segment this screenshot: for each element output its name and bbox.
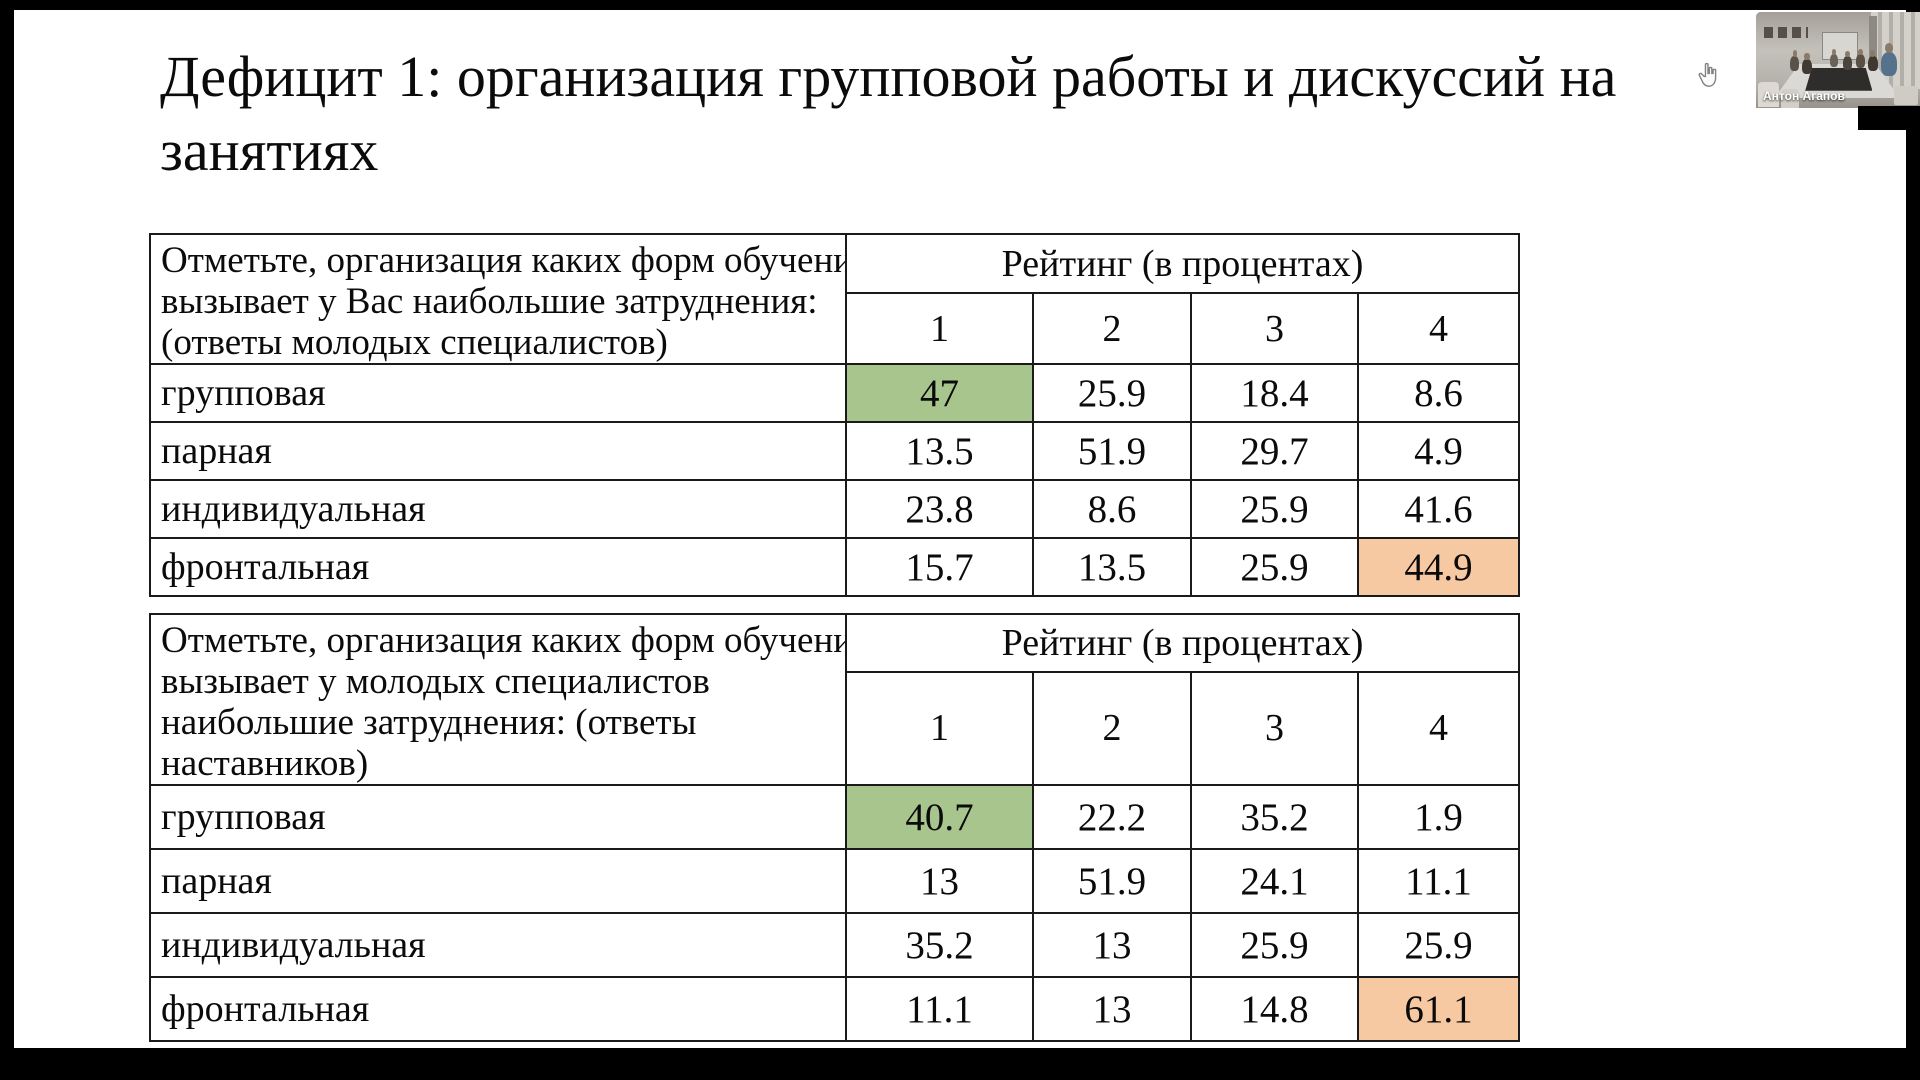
question-line: (ответы молодых специалистов) <box>161 322 668 363</box>
question-line: вызывает у Вас наибольшие затруднения: <box>161 281 818 322</box>
value-cell: 23.8 <box>845 479 1034 539</box>
value-cell: 41.6 <box>1356 479 1521 539</box>
survey-table-young-specialists: Отметьте, организация каких форм обучени… <box>149 232 1521 597</box>
value-cell: 13 <box>1032 976 1192 1042</box>
rank-column-header: 1 <box>845 292 1034 365</box>
rank-column-header: 3 <box>1190 670 1359 787</box>
webcam-table-panel <box>1805 67 1873 91</box>
table-row: фронтальная 11.1 13 14.8 61.1 <box>149 976 1521 1042</box>
row-label: групповая <box>149 784 847 850</box>
row-label: фронтальная <box>149 537 847 597</box>
value-cell: 25.9 <box>1190 479 1359 539</box>
webcam-whiteboard <box>1821 32 1859 61</box>
letterbox-corner <box>1858 106 1920 130</box>
value-cell: 8.6 <box>1032 479 1192 539</box>
question-line: Отметьте, организация каких форм обучени… <box>161 620 846 661</box>
webcam-person <box>1801 53 1812 75</box>
value-cell: 35.2 <box>845 912 1034 978</box>
slide-title: Дефицит 1: организация групповой работы … <box>160 44 1617 183</box>
row-label: парная <box>149 848 847 914</box>
value-cell: 11.1 <box>1356 848 1521 914</box>
question-cell: Отметьте, организация каких форм обучени… <box>149 233 847 365</box>
rank-column-header: 4 <box>1356 292 1521 365</box>
value-cell: 13 <box>845 848 1034 914</box>
value-cell: 1.9 <box>1356 784 1521 850</box>
value-cell: 18.4 <box>1190 363 1359 423</box>
rank-column-header: 2 <box>1032 292 1192 365</box>
rank-column-header: 1 <box>845 670 1034 787</box>
value-cell: 25.9 <box>1190 912 1359 978</box>
highlighted-value-cell: 40.7 <box>845 784 1034 850</box>
hand-cursor-icon <box>1696 62 1720 90</box>
row-label: фронтальная <box>149 976 847 1042</box>
table-row: индивидуальная 35.2 13 25.9 25.9 <box>149 912 1521 978</box>
highlighted-value-cell: 47 <box>845 363 1034 423</box>
value-cell: 25.9 <box>1356 912 1521 978</box>
row-label: индивидуальная <box>149 479 847 539</box>
value-cell: 35.2 <box>1190 784 1359 850</box>
rank-column-header: 3 <box>1190 292 1359 365</box>
value-cell: 22.2 <box>1032 784 1192 850</box>
survey-table-mentors: Отметьте, организация каких форм обучени… <box>149 613 1521 1042</box>
table-row: индивидуальная 23.8 8.6 25.9 41.6 <box>149 479 1521 539</box>
webcam-person <box>1790 50 1800 72</box>
value-cell: 15.7 <box>845 537 1034 597</box>
value-cell: 25.9 <box>1032 363 1192 423</box>
participant-name-label: Антон Агапов <box>1763 89 1845 103</box>
table-row: групповая 47 25.9 18.4 8.6 <box>149 363 1521 423</box>
value-cell: 13 <box>1032 912 1192 978</box>
question-line: Отметьте, организация каких форм обучени… <box>161 240 846 281</box>
table-row: фронтальная 15.7 13.5 25.9 44.9 <box>149 537 1521 597</box>
webcam-curtain-shadow <box>1869 15 1878 84</box>
value-cell: 4.9 <box>1356 421 1521 481</box>
shared-slide: Дефицит 1: организация групповой работы … <box>14 10 1906 1048</box>
row-label: групповая <box>149 363 847 423</box>
rating-header-cell: Рейтинг (в процентах) <box>844 613 1521 673</box>
row-label: парная <box>149 421 847 481</box>
table-row: групповая 40.7 22.2 35.2 1.9 <box>149 784 1521 850</box>
webcam-chair <box>1780 88 1799 108</box>
webcam-person <box>1867 50 1878 72</box>
value-cell: 8.6 <box>1356 363 1521 423</box>
webcam-thumbnail[interactable]: Антон Агапов <box>1756 12 1920 108</box>
webcam-picture-frames <box>1764 27 1809 38</box>
value-cell: 13.5 <box>1032 537 1192 597</box>
value-cell: 51.9 <box>1032 848 1192 914</box>
value-cell: 13.5 <box>845 421 1034 481</box>
value-cell: 11.1 <box>845 976 1034 1042</box>
webcam-person <box>1880 43 1897 77</box>
question-line: вызывает у молодых специалистов <box>161 661 710 702</box>
question-line: наибольшие затруднения: (ответы <box>161 702 697 743</box>
row-label: индивидуальная <box>149 912 847 978</box>
webcam-person <box>1829 49 1838 68</box>
rank-column-header: 4 <box>1356 670 1521 787</box>
webcam-person <box>1842 50 1852 71</box>
value-cell: 14.8 <box>1190 976 1359 1042</box>
rank-column-header: 2 <box>1032 670 1192 787</box>
value-cell: 29.7 <box>1190 421 1359 481</box>
webcam-chair <box>1757 82 1779 108</box>
table-row: парная 13 51.9 24.1 11.1 <box>149 848 1521 914</box>
question-line: наставников) <box>161 743 369 784</box>
highlighted-value-cell: 44.9 <box>1356 537 1521 597</box>
table-row: парная 13.5 51.9 29.7 4.9 <box>149 421 1521 481</box>
webcam-radiator <box>1893 85 1919 106</box>
value-cell: 25.9 <box>1190 537 1359 597</box>
webcam-person <box>1856 48 1866 69</box>
question-cell: Отметьте, организация каких форм обучени… <box>149 613 847 786</box>
highlighted-value-cell: 61.1 <box>1356 976 1521 1042</box>
value-cell: 51.9 <box>1032 421 1192 481</box>
rating-header-cell: Рейтинг (в процентах) <box>844 232 1521 295</box>
value-cell: 24.1 <box>1190 848 1359 914</box>
